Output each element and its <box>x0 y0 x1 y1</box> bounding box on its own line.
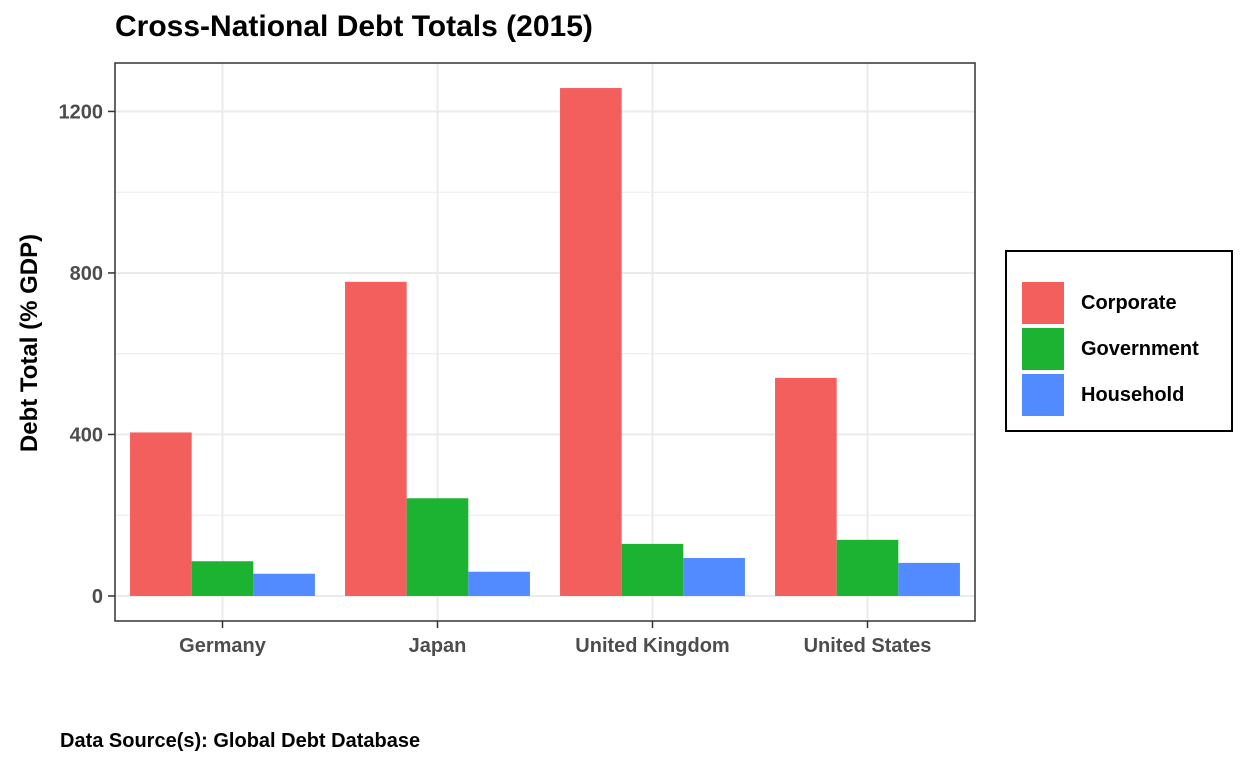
bar-government-united-states <box>836 539 899 596</box>
x-tick-label: United Kingdom <box>575 635 729 657</box>
legend-item-corporate: Corporate <box>1022 282 1177 324</box>
bar-household-germany <box>253 573 315 596</box>
legend-key-corporate <box>1022 282 1064 324</box>
data-source-caption: Data Source(s): Global Debt Database <box>60 730 421 752</box>
y-tick-label: 1200 <box>59 101 104 123</box>
bar-government-united-kingdom <box>621 543 684 596</box>
bar-corporate-germany <box>130 432 192 596</box>
bar-government-japan <box>406 498 469 596</box>
bar-corporate-united-states <box>775 377 837 596</box>
bars <box>130 88 960 596</box>
y-axis-ticks: 0 400 800 1200 <box>59 101 115 608</box>
bar-government-germany <box>191 561 254 596</box>
plot-panel-border <box>114 62 976 622</box>
legend-key-household <box>1022 374 1064 416</box>
y-axis-title: Debt Total (% GDP) <box>16 234 43 452</box>
legend-label-government: Government <box>1081 337 1199 360</box>
x-tick-label: United States <box>804 635 932 657</box>
bar-corporate-united-kingdom <box>560 88 622 596</box>
y-tick-label: 400 <box>70 424 103 446</box>
legend-item-government: Government <box>1022 328 1199 370</box>
x-tick-label: Japan <box>409 635 467 657</box>
legend-label-corporate: Corporate <box>1081 291 1177 314</box>
legend-label-household: Household <box>1081 383 1185 406</box>
x-axis-ticks: Germany Japan United Kingdom United States <box>179 621 931 657</box>
legend: Corporate Government Household <box>1005 250 1233 432</box>
bar-household-japan <box>468 571 530 596</box>
legend-key-government <box>1022 328 1064 370</box>
bar-corporate-japan <box>345 281 407 596</box>
x-tick-label: Germany <box>179 635 267 657</box>
chart-title: Cross-National Debt Totals (2015) <box>115 10 593 43</box>
grid-lines <box>115 63 975 621</box>
legend-item-household: Household <box>1022 374 1184 416</box>
bar-household-united-states <box>898 562 960 596</box>
bar-household-united-kingdom <box>683 558 745 596</box>
y-tick-label: 0 <box>92 586 103 608</box>
y-tick-label: 800 <box>70 263 103 285</box>
